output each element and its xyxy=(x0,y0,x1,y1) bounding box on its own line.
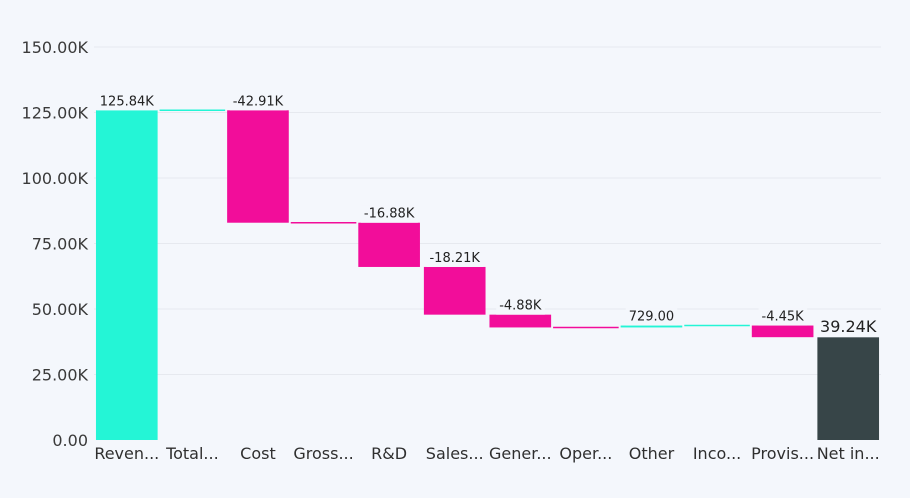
y-axis: 0.00 25.00K 50.00K 75.00K 100.00K 125.00K 150.… xyxy=(22,38,89,450)
x-tick-label: Net in... xyxy=(817,444,880,463)
x-tick-label: Provis... xyxy=(751,444,814,463)
y-tick-label: 75.00K xyxy=(32,235,89,254)
bar-decrease[interactable] xyxy=(227,110,289,223)
x-tick-label: Sales... xyxy=(426,444,484,463)
x-tick-label: Reven... xyxy=(94,444,159,463)
data-label: -4.88K xyxy=(499,299,542,314)
data-label-background xyxy=(426,249,484,267)
x-axis: Reven... Total... Cost Gross... R&D Sales... G… xyxy=(94,444,879,463)
y-tick-label: 125.00K xyxy=(22,104,89,123)
data-label: -16.88K xyxy=(364,207,415,222)
x-tick-label: Total... xyxy=(165,444,219,463)
data-label: 729.00 xyxy=(629,310,675,325)
data-label-background xyxy=(625,308,678,326)
y-tick-label: 25.00K xyxy=(32,366,89,385)
data-label: -18.21K xyxy=(429,251,480,266)
data-label-background xyxy=(496,297,545,315)
y-tick-label: 50.00K xyxy=(32,300,89,319)
bar-decrease[interactable] xyxy=(489,314,552,328)
data-labels: 125.84K -42.91K -16.88K -18.21K -4.88K 729.00… xyxy=(96,93,880,338)
data-label: 39.24K xyxy=(820,317,877,336)
bar-increase[interactable] xyxy=(620,325,683,328)
x-tick-label: Gener... xyxy=(489,444,552,463)
data-label-background xyxy=(96,93,158,111)
bars xyxy=(95,109,880,441)
x-tick-label: Oper... xyxy=(559,444,612,463)
x-tick-label: Other xyxy=(629,444,675,463)
bar-increase[interactable] xyxy=(95,110,158,441)
data-label-background xyxy=(817,316,880,338)
bar-decrease[interactable] xyxy=(358,222,420,267)
x-tick-label: Inco... xyxy=(693,444,741,463)
x-tick-label: R&D xyxy=(371,444,407,463)
bar-total[interactable] xyxy=(817,337,880,440)
y-tick-label: 100.00K xyxy=(22,169,89,188)
data-label: -4.45K xyxy=(762,310,805,325)
bar-decrease[interactable] xyxy=(751,325,814,338)
data-label: -42.91K xyxy=(233,94,284,109)
data-label-background xyxy=(360,205,418,223)
data-label-background xyxy=(758,308,808,326)
x-tick-label: Cost xyxy=(240,444,276,463)
data-label-background xyxy=(229,93,287,111)
bar-decrease[interactable] xyxy=(423,266,486,315)
data-label: 125.84K xyxy=(100,94,154,109)
y-tick-label: 0.00 xyxy=(52,431,88,450)
gridlines xyxy=(94,46,881,375)
x-tick-label: Gross... xyxy=(293,444,353,463)
y-tick-label: 150.00K xyxy=(22,38,89,57)
